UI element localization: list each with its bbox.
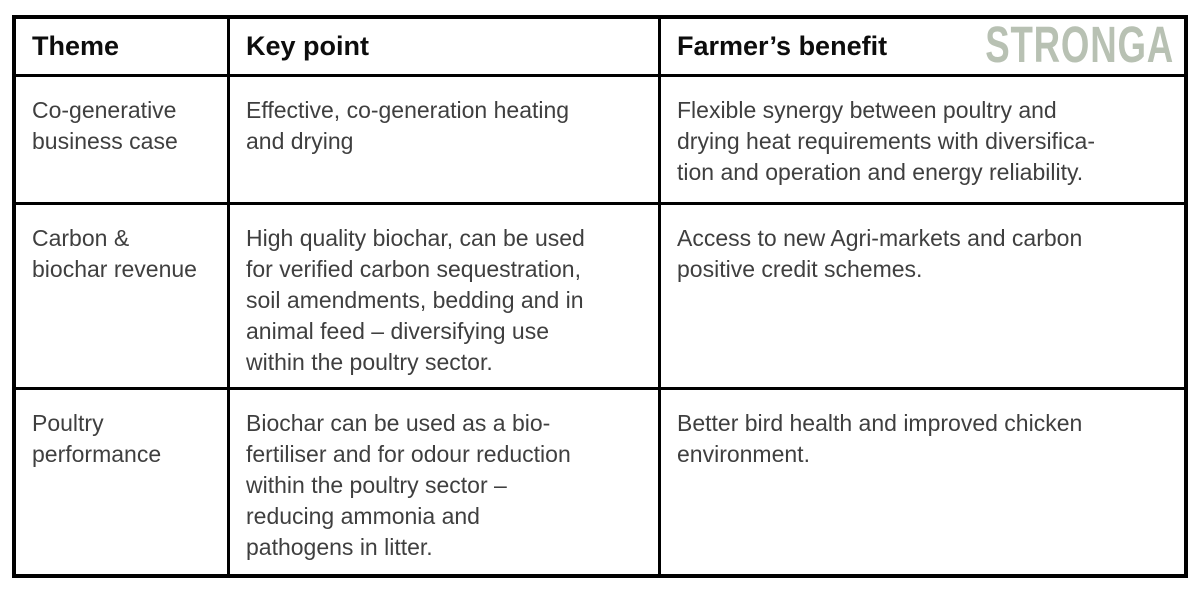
header-cell-farmers-benefit: Farmer’s benefit STRONGA [661,19,1184,77]
header-label-theme: Theme [32,31,120,61]
cell-row1-farmers-benefit: Flexible synergy between poultry and dry… [661,77,1184,205]
benefits-table: Theme Key point Farmer’s benefit STRONGA… [12,15,1188,578]
cell-row2-theme: Carbon & biochar revenue [16,205,230,390]
cell-row2-key-point: High quality biochar, can be used for ve… [230,205,661,390]
cell-row1-key-point: Effective, co-generation heating and dry… [230,77,661,205]
cell-row3-theme: Poultry performance [16,390,230,574]
header-cell-theme: Theme [16,19,230,77]
cell-row2-farmers-benefit: Access to new Agri-markets and carbon po… [661,205,1184,390]
header-label-key-point: Key point [246,31,370,61]
stronga-logo: STRONGA [985,19,1174,73]
header-label-farmers-benefit: Farmer’s benefit [677,31,888,61]
cell-row1-theme: Co-generative business case [16,77,230,205]
cell-row3-key-point: Biochar can be used as a bio- fertiliser… [230,390,661,574]
cell-row3-farmers-benefit: Better bird health and improved chicken … [677,410,1083,467]
header-cell-key-point: Key point [230,19,661,77]
